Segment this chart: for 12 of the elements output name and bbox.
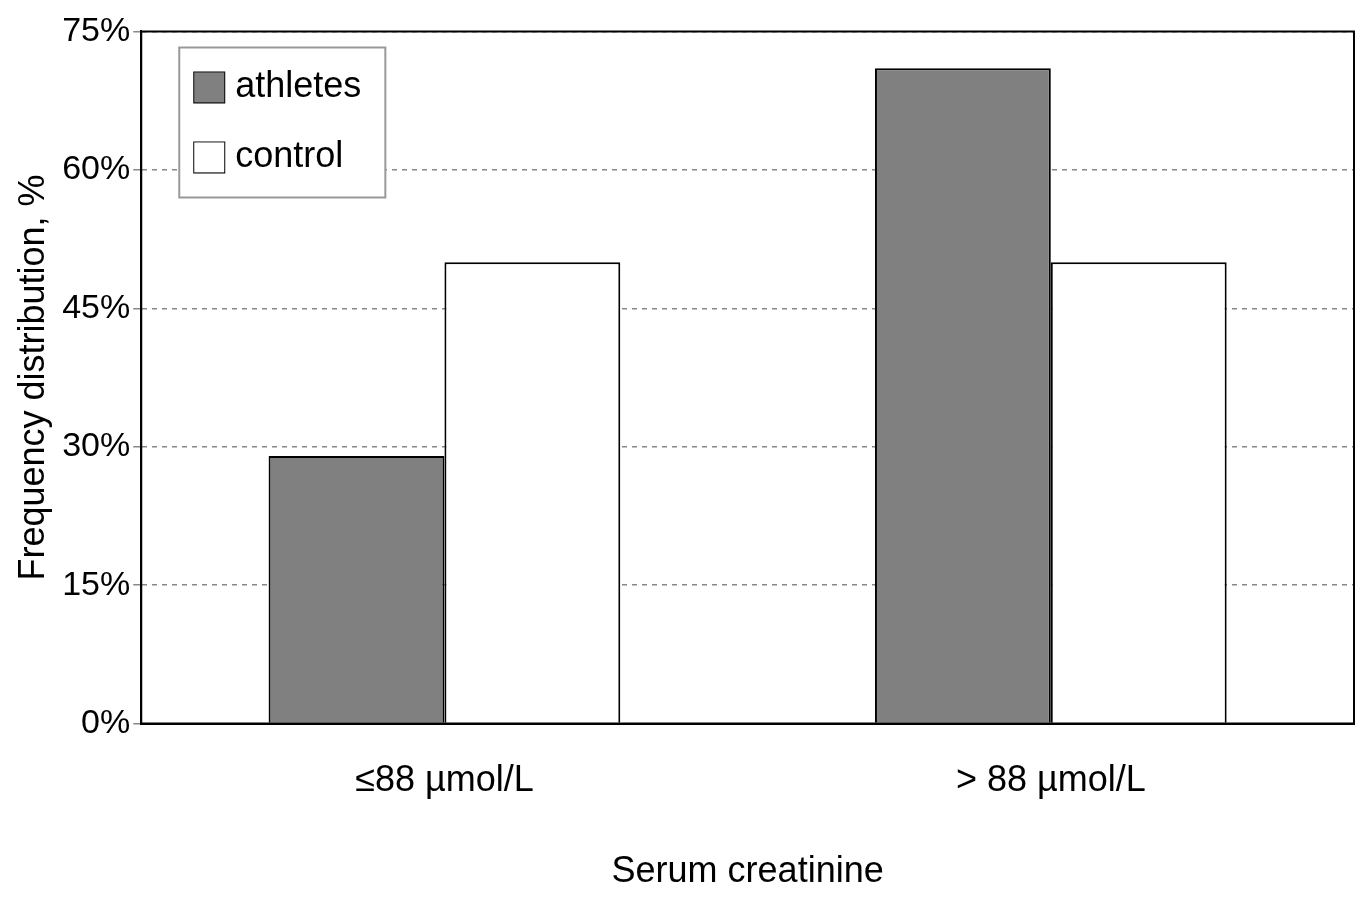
legend-label: control: [235, 134, 344, 176]
y-tick-label: 15%: [62, 563, 131, 602]
x-tick-label: ≤88 µmol/L: [355, 758, 534, 800]
y-tick-label: 30%: [62, 425, 131, 464]
y-tick-label: 75%: [62, 9, 131, 48]
x-tick-label: > 88 µmol/L: [955, 758, 1146, 800]
y-axis-title: Frequency distribution, %: [10, 174, 52, 581]
y-tick-label: 60%: [62, 148, 131, 187]
y-tick-label: 45%: [62, 286, 131, 325]
y-tick-label: 0%: [81, 701, 131, 740]
legend-label: athletes: [235, 64, 362, 106]
x-axis-title: Serum creatinine: [611, 849, 884, 891]
